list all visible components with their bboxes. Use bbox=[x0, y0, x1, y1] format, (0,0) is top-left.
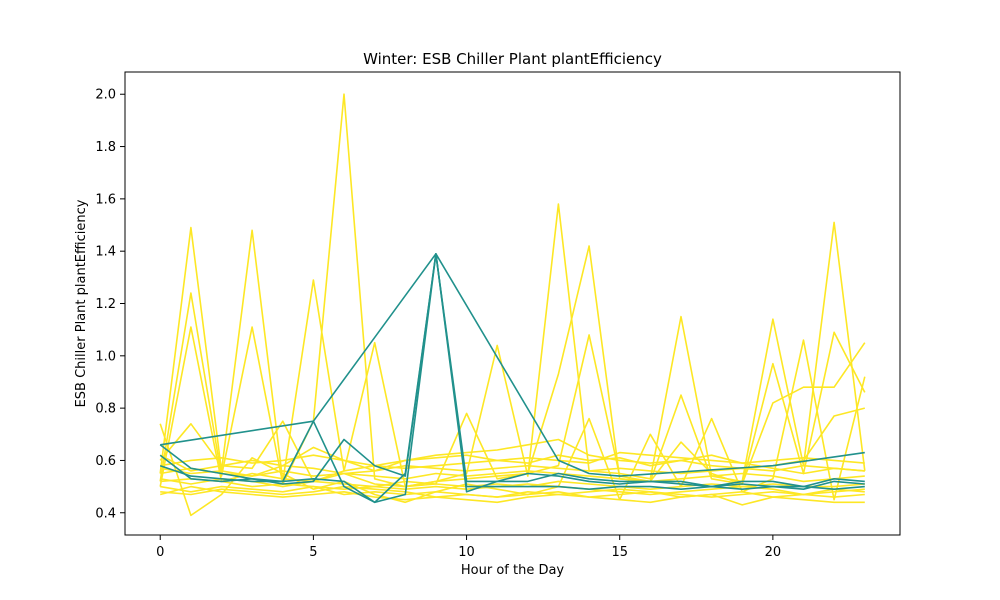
y-tick-label-6: 1.6 bbox=[95, 192, 116, 207]
series-line-12 bbox=[160, 485, 865, 504]
series-line-2 bbox=[159, 326, 866, 488]
y-tick-label-0: 0.4 bbox=[95, 506, 116, 521]
series-line-11 bbox=[160, 477, 865, 491]
x-axis-label: Hour of the Day bbox=[461, 563, 565, 578]
y-tick-label-2: 0.8 bbox=[95, 402, 116, 417]
y-tick-label-7: 1.8 bbox=[95, 140, 116, 155]
x-axis-ticks: 0 5 10 15 20 bbox=[156, 535, 781, 560]
series-line-8 bbox=[160, 451, 865, 470]
y-tick-label-1: 0.6 bbox=[95, 454, 116, 469]
y-tick-label-4: 1.2 bbox=[95, 297, 116, 312]
series-layer bbox=[159, 93, 866, 517]
series-line-13 bbox=[160, 464, 865, 477]
y-axis-label: ESB Chiller Plant plantEfficiency bbox=[74, 199, 89, 407]
x-tick-label-4: 20 bbox=[765, 545, 782, 560]
x-tick-label-0: 0 bbox=[156, 545, 164, 560]
series-line-5 bbox=[160, 485, 865, 506]
chart-title: Winter: ESB Chiller Plant plantEfficienc… bbox=[363, 50, 662, 68]
series-line-9 bbox=[160, 485, 865, 498]
series-line-17 bbox=[159, 253, 865, 504]
series-line-16 bbox=[159, 253, 865, 493]
x-tick-label-3: 15 bbox=[611, 545, 628, 560]
y-tick-label-3: 1.0 bbox=[95, 349, 116, 364]
series-line-10 bbox=[159, 446, 865, 475]
series-line-3 bbox=[159, 339, 866, 517]
y-axis-ticks: 0.4 0.6 0.8 1.0 1.2 1.4 1.6 1.8 2.0 bbox=[95, 88, 125, 521]
x-tick-label-2: 10 bbox=[458, 545, 475, 560]
series-line-0 bbox=[159, 203, 866, 488]
series-line-7 bbox=[160, 467, 865, 483]
y-tick-label-5: 1.4 bbox=[95, 245, 116, 260]
y-tick-label-8: 2.0 bbox=[95, 88, 116, 103]
x-tick-label-1: 5 bbox=[309, 545, 317, 560]
series-line-14 bbox=[160, 253, 865, 477]
